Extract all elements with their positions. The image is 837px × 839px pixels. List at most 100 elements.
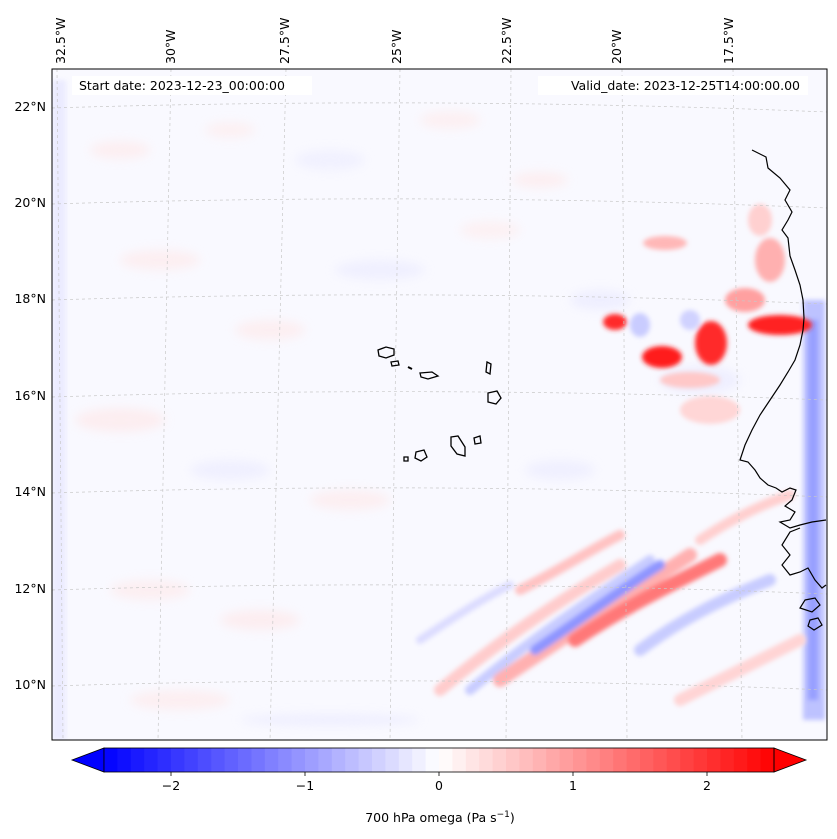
colorbar-block [238, 748, 252, 772]
colorbar-block [747, 748, 762, 772]
colorbar-block [707, 748, 721, 772]
colorbar: −2 −1 0 1 2 700 hPa omega (Pa s−1) [70, 747, 808, 825]
island-brava [403, 456, 409, 462]
omega-wave-train [416, 490, 806, 706]
colorbar-tick-label: 0 [435, 778, 443, 793]
island-boa-vista [487, 390, 502, 405]
colorbar-block [144, 748, 159, 772]
colorbar-tick-label: 2 [703, 778, 711, 793]
colorbar-block [278, 748, 293, 772]
island-sao-nicolau [419, 371, 440, 380]
colorbar-block [613, 748, 628, 772]
colorbar-extend-low [70, 747, 105, 773]
colorbar-block [733, 748, 748, 772]
lat-label: 12°N [14, 581, 46, 596]
colorbar-block [666, 748, 681, 772]
lon-label: 30°W [163, 29, 178, 64]
island-santiago [450, 435, 466, 457]
lat-label: 16°N [14, 388, 46, 403]
colorbar-extend-high [773, 747, 808, 773]
lon-label: 20°W [609, 29, 624, 64]
colorbar-block [680, 748, 695, 772]
omega-coastal-cells [603, 204, 812, 424]
lon-label: 25°W [389, 29, 404, 64]
island-sao-vicente [390, 360, 400, 367]
colorbar-block [184, 748, 199, 772]
colorbar-block [398, 748, 413, 772]
island-fogo [414, 449, 428, 462]
colorbar-block [559, 748, 574, 772]
valid-date-label: Valid_date: 2023-12-25T14:00:00.00 [571, 78, 800, 93]
colorbar-block [653, 748, 668, 772]
colorbar-block [573, 748, 587, 772]
colorbar-block [211, 748, 226, 772]
map-frame [51, 68, 828, 741]
colorbar-block [465, 748, 480, 772]
longitude-labels: 32.5°W 30°W 27.5°W 25°W 22.5°W 20°W 17.5… [53, 18, 736, 64]
island-maio [473, 435, 482, 445]
colorbar-block [506, 748, 520, 772]
colorbar-block [130, 748, 145, 772]
colorbar-block [157, 748, 172, 772]
latitude-labels: 22°N 20°N 18°N 16°N 14°N 12°N 10°N [14, 99, 46, 692]
colorbar-block [171, 748, 185, 772]
colorbar-tick-label: −2 [162, 778, 180, 793]
colorbar-block [720, 748, 735, 772]
colorbar-block [345, 748, 360, 772]
colorbar-block [760, 748, 775, 772]
colorbar-tick-label: −1 [296, 778, 314, 793]
lat-label: 18°N [14, 291, 46, 306]
colorbar-block [640, 748, 654, 772]
lat-label: 22°N [14, 99, 46, 114]
colorbar-block [224, 748, 239, 772]
colorbar-block [492, 748, 507, 772]
colorbar-block [291, 748, 306, 772]
colorbar-block [586, 748, 601, 772]
colorbar-block [626, 748, 641, 772]
colorbar-ticks: −2 −1 0 1 2 [162, 772, 711, 793]
colorbar-block [331, 748, 346, 772]
colorbar-block [452, 748, 467, 772]
start-date-box [72, 76, 312, 95]
omega-speckle [75, 111, 740, 726]
lat-label: 10°N [14, 677, 46, 692]
start-date-label: Start date: 2023-12-23_00:00:00 [79, 78, 285, 93]
omega-field [52, 80, 825, 740]
colorbar-block [479, 748, 494, 772]
gridlines [52, 69, 827, 740]
lat-label: 20°N [14, 195, 46, 210]
colorbar-block [264, 748, 279, 772]
colorbar-block [358, 748, 373, 772]
map-panel[interactable]: Start date: 2023-12-23_00:00:00 Valid_da… [51, 68, 828, 741]
colorbar-block [519, 748, 534, 772]
colorbar-blocks [104, 748, 775, 772]
colorbar-block [372, 748, 386, 772]
cape-verde-islands [377, 346, 502, 462]
colorbar-block [104, 748, 118, 772]
lat-label: 14°N [14, 484, 46, 499]
colorbar-label: 700 hPa omega (Pa s−1) [365, 810, 515, 825]
colorbar-block [385, 748, 400, 772]
lon-label: 32.5°W [53, 18, 68, 64]
colorbar-tick-label: 1 [569, 778, 577, 793]
colorbar-block [412, 748, 427, 772]
island-santo-antao [377, 346, 395, 359]
colorbar-block [599, 748, 614, 772]
west-african-coastline [739, 149, 827, 631]
colorbar-block [197, 748, 212, 772]
colorbar-block [439, 748, 453, 772]
colorbar-block [117, 748, 132, 772]
colorbar-block [251, 748, 266, 772]
colorbar-block [305, 748, 319, 772]
colorbar-block [532, 748, 547, 772]
lon-label: 22.5°W [499, 18, 514, 64]
island-sal [485, 360, 492, 376]
colorbar-block [425, 748, 440, 772]
valid-date-box [538, 76, 808, 95]
colorbar-block [318, 748, 333, 772]
colorbar-block [693, 748, 708, 772]
lon-label: 17.5°W [721, 18, 736, 64]
lon-label: 27.5°W [277, 18, 292, 64]
colorbar-block [546, 748, 561, 772]
